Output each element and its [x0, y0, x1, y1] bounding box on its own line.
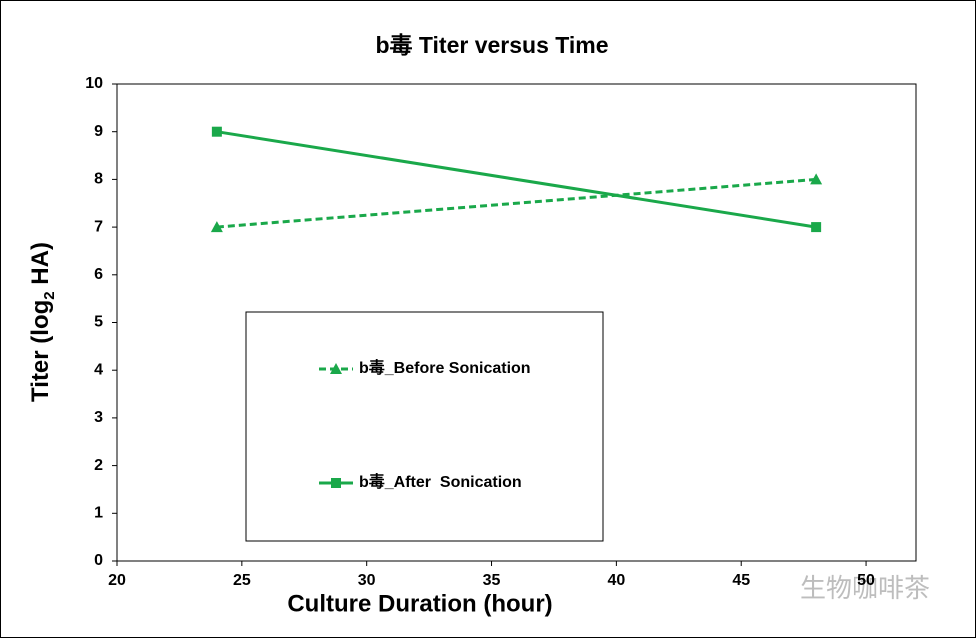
legend-marker [331, 478, 341, 488]
y-tick-label: 7 [94, 218, 103, 235]
y-tick-label: 8 [94, 171, 103, 188]
y-label-subscript: 2 [41, 291, 58, 299]
x-tick-label: 45 [732, 572, 750, 589]
y-tick-label: 2 [94, 457, 103, 474]
legend-label: b毒_Before Sonication [359, 359, 531, 377]
x-tick-label: 30 [358, 572, 376, 589]
y-tick-label: 6 [94, 266, 103, 283]
x-tick-label: 20 [108, 572, 126, 589]
data-point [211, 126, 222, 137]
data-point [810, 173, 823, 185]
series-line [216, 130, 817, 229]
y-tick-label: 0 [94, 552, 103, 569]
y-tick-label: 5 [94, 314, 103, 331]
y-tick-label: 1 [94, 505, 103, 522]
chart-title: b毒 Titer versus Time [375, 32, 608, 58]
y-tick-label: 9 [94, 123, 103, 140]
legend: b毒_Before Sonication b毒_After Sonication [245, 311, 604, 542]
x-axis-label: Culture Duration (hour) [287, 590, 552, 617]
legend-box [245, 311, 604, 542]
y-tick-label: 10 [85, 75, 103, 92]
y-axis-label: Titer (log2 HA) [27, 242, 58, 402]
y-label-part: Titer (log [27, 300, 54, 402]
x-tick-label: 40 [607, 572, 625, 589]
watermark: 生物咖啡茶 [800, 573, 930, 603]
legend-marker [330, 363, 342, 374]
data-point [811, 222, 822, 233]
x-tick-label: 35 [483, 572, 501, 589]
series-line [216, 177, 817, 229]
x-tick-label: 50 [857, 572, 875, 589]
legend-label: b毒_After Sonication [359, 473, 522, 491]
y-tick-label: 3 [94, 409, 103, 426]
y-label-part: HA) [27, 242, 54, 291]
x-tick-label: 25 [233, 572, 251, 589]
data-point [210, 221, 223, 233]
y-tick-label: 4 [94, 361, 103, 378]
